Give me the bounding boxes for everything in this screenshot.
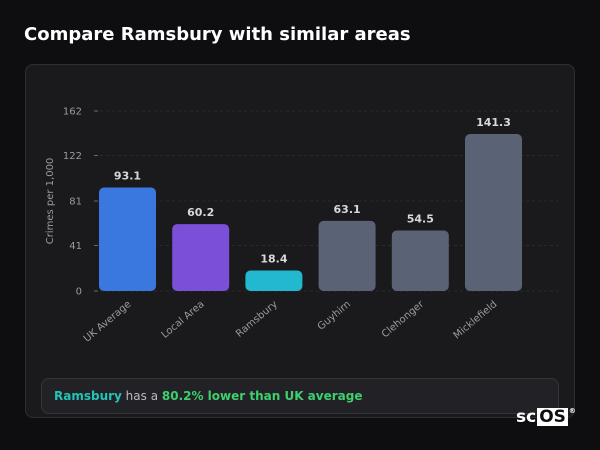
y-axis-label: Crimes per 1,000 [45,158,56,245]
bar-value-label: 93.1 [114,170,141,183]
bar [318,220,376,291]
bar [172,224,230,291]
summary-middle-text: has a [121,389,162,403]
bar-value-label: 60.2 [187,206,214,219]
summary-banner: Ramsbury has a 80.2% lower than UK avera… [41,378,559,414]
logo-prefix: sc [516,407,537,427]
summary-area-name: Ramsbury [54,389,122,403]
y-tick-label: 162 [63,107,82,118]
page-title: Compare Ramsbury with similar areas [24,24,411,45]
comparison-card: 0 41 81 122 162 Crimes per 1,000 93.1 UK Averag… [25,64,575,418]
x-category-label: Clehonger [380,298,427,340]
logo-boxed-text: OS [537,407,568,427]
y-tick-label: 41 [69,241,82,252]
bar [245,270,303,291]
bar-value-label: 54.5 [407,212,434,225]
crime-bar-chart: 0 41 81 122 162 Crimes per 1,000 93.1 UK Averag… [45,107,558,345]
bar [99,187,156,291]
bar-value-label: 141.3 [476,116,511,129]
y-tick-label: 0 [76,287,82,298]
x-category-label: Micklefield [452,299,500,342]
bar [391,230,449,291]
bar-value-label: 63.1 [334,203,361,216]
summary-verdict: 80.2% lower than UK average [161,389,363,403]
x-category-label: Guyhirn [316,299,353,333]
x-category-label: UK Average [82,299,134,345]
scos-logo: sc OS ® [516,407,576,427]
x-category-label: Local Area [160,299,207,341]
bar-value-label: 18.4 [260,253,287,266]
logo-registered-mark: ® [568,407,576,415]
x-category-label: Ramsbury [234,299,280,340]
y-tick-label: 81 [69,197,82,208]
bar [465,134,522,291]
y-tick-label: 122 [63,151,82,162]
